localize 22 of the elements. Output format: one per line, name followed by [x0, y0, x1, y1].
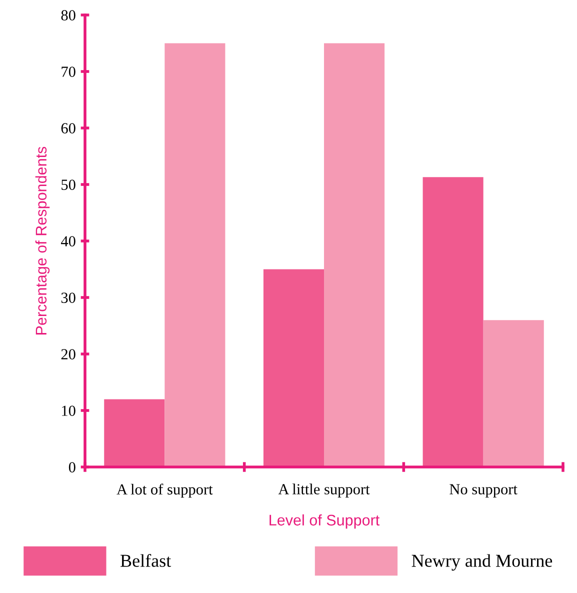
- y-tick-label: 50: [62, 180, 76, 190]
- bar: [324, 43, 385, 467]
- x-tick-label: A lot of support: [116, 484, 213, 498]
- bar: [164, 43, 226, 467]
- y-tick-label: 80: [61, 10, 76, 20]
- x-tick-label: No support: [450, 484, 518, 498]
- bar: [263, 269, 324, 467]
- x-axis-title: Level of Support: [270, 514, 380, 529]
- y-tick-label: 30: [61, 292, 76, 303]
- bar: [104, 399, 165, 467]
- y-axis-title: Percentage of Respondents: [35, 146, 50, 334]
- bar: [483, 320, 544, 467]
- y-tick-label: 40: [60, 236, 76, 246]
- y-tick-label: 0: [68, 462, 76, 472]
- x-tick-label: A little support: [278, 484, 370, 498]
- legend-label: Belfast: [120, 554, 172, 567]
- y-tick-label: 70: [62, 66, 76, 77]
- y-tick-label: 10: [62, 406, 76, 416]
- y-tick-label: 60: [61, 123, 76, 134]
- y-tick-label: 20: [61, 349, 76, 360]
- bar: [422, 177, 484, 467]
- legend-label: Newry and Mourne: [412, 554, 552, 571]
